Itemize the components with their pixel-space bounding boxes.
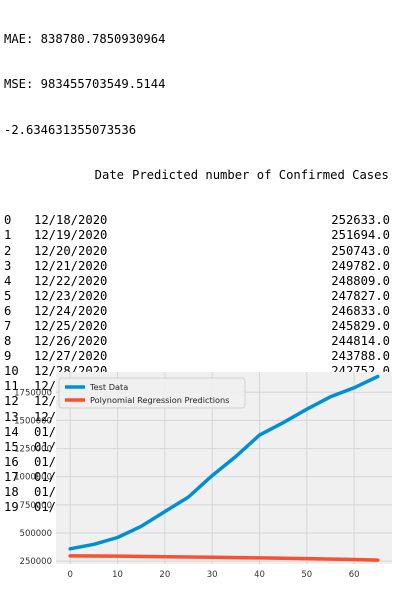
row-index: 1	[4, 228, 12, 243]
y-tick-label: 1750000	[14, 388, 52, 398]
row-index: 10	[4, 364, 19, 379]
table-row: 4 12/22/2020 248809.0	[4, 274, 400, 289]
table-row: 2 12/20/2020 250743.0	[4, 244, 400, 259]
row-index: 5	[4, 288, 12, 303]
row-index: 0	[4, 213, 12, 228]
row-predicted-value: 248809.0	[331, 273, 390, 288]
row-predicted-value: 251694.0	[331, 228, 390, 243]
row-predicted-value: 250743.0	[331, 243, 390, 258]
x-tick-label: 50	[301, 570, 312, 580]
row-index: 13	[4, 409, 19, 424]
row-date: 12/25/2020	[34, 318, 108, 333]
row-predicted-value: 246833.0	[331, 303, 390, 318]
row-date: 12/20/2020	[34, 243, 108, 258]
table-row: 1 12/19/2020 251694.0	[4, 228, 400, 243]
row-date: 12/24/2020	[34, 303, 108, 318]
row-date: 12/18/2020	[34, 213, 108, 228]
row-index: 4	[4, 273, 12, 288]
row-index: 9	[4, 349, 12, 364]
mae-line: MAE: 838780.7850930964	[4, 32, 166, 47]
row-predicted-value: 244814.0	[331, 334, 390, 349]
table-row: 8 12/26/2020 244814.0	[4, 334, 400, 349]
row-date: 12/27/2020	[34, 349, 108, 364]
row-index: 6	[4, 303, 12, 318]
row-date: 12/23/2020	[34, 288, 108, 303]
table-row: 6 12/24/2020 246833.0	[4, 304, 400, 319]
r2-score-line: -2.634631355073536	[4, 122, 137, 137]
row-date: 12/22/2020	[34, 273, 108, 288]
x-tick-label: 0	[67, 570, 72, 580]
x-tick-label: 60	[349, 570, 360, 580]
series-line	[68, 374, 380, 551]
row-index: 16	[4, 454, 19, 469]
x-tick-label: 10	[112, 570, 123, 580]
row-predicted-value: 252633.0	[331, 213, 390, 228]
y-tick-label: 250000	[20, 557, 52, 567]
row-index: 17	[4, 469, 19, 484]
chart-svg: 250000 500000 750000 1000000 1250000 1500000 1…	[14, 372, 392, 580]
column-header-date: Date	[94, 168, 124, 183]
y-tick-label: 1250000	[14, 445, 52, 455]
row-index: 18	[4, 485, 19, 499]
table-row: 5 12/23/2020 247827.0	[4, 289, 400, 304]
row-predicted-value: 249782.0	[331, 258, 390, 273]
y-tick-label: 1500000	[14, 416, 52, 426]
row-index: 14	[4, 424, 19, 439]
row-date: 12/19/2020	[34, 228, 108, 243]
y-tick-label: 1000000	[14, 473, 52, 483]
x-tick-label: 20	[159, 570, 170, 580]
row-index: 8	[4, 334, 12, 349]
x-tick-label: 40	[254, 570, 265, 580]
table-header: Date Predicted number of Confirmed Cases	[4, 168, 400, 183]
y-tick-label: 500000	[20, 529, 52, 539]
row-index: 15	[4, 439, 19, 454]
legend-label: Polynomial Regression Predictions	[90, 395, 229, 405]
series-line	[68, 554, 380, 562]
row-index: 2	[4, 243, 12, 258]
y-tick-label: 750000	[20, 501, 52, 511]
row-predicted-value: 247827.0	[331, 288, 390, 303]
row-index: 11	[4, 379, 19, 394]
prediction-chart: 250000 500000 750000 1000000 1250000 1500000 1…	[0, 366, 402, 586]
x-tick-label: 30	[207, 570, 218, 580]
row-date: 12/21/2020	[34, 258, 108, 273]
row-index: 3	[4, 258, 12, 273]
row-predicted-value: 245829.0	[331, 318, 390, 333]
row-index: 12	[4, 394, 19, 409]
row-index: 7	[4, 318, 12, 333]
row-index: 19	[4, 500, 19, 515]
table-row: 7 12/25/2020 245829.0	[4, 319, 400, 334]
table-row: 0 12/18/2020 252633.0	[4, 213, 400, 228]
legend-label: Test Data	[89, 382, 128, 392]
table-row: 9 12/27/2020 243788.0	[4, 349, 400, 364]
table-row: 3 12/21/2020 249782.0	[4, 259, 400, 274]
row-date: 12/26/2020	[34, 334, 108, 349]
mse-line: MSE: 983455703549.5144	[4, 77, 166, 92]
column-header-predicted: Predicted number of Confirmed Cases	[132, 168, 389, 183]
row-predicted-value: 243788.0	[331, 349, 390, 364]
chart-legend	[58, 377, 246, 409]
